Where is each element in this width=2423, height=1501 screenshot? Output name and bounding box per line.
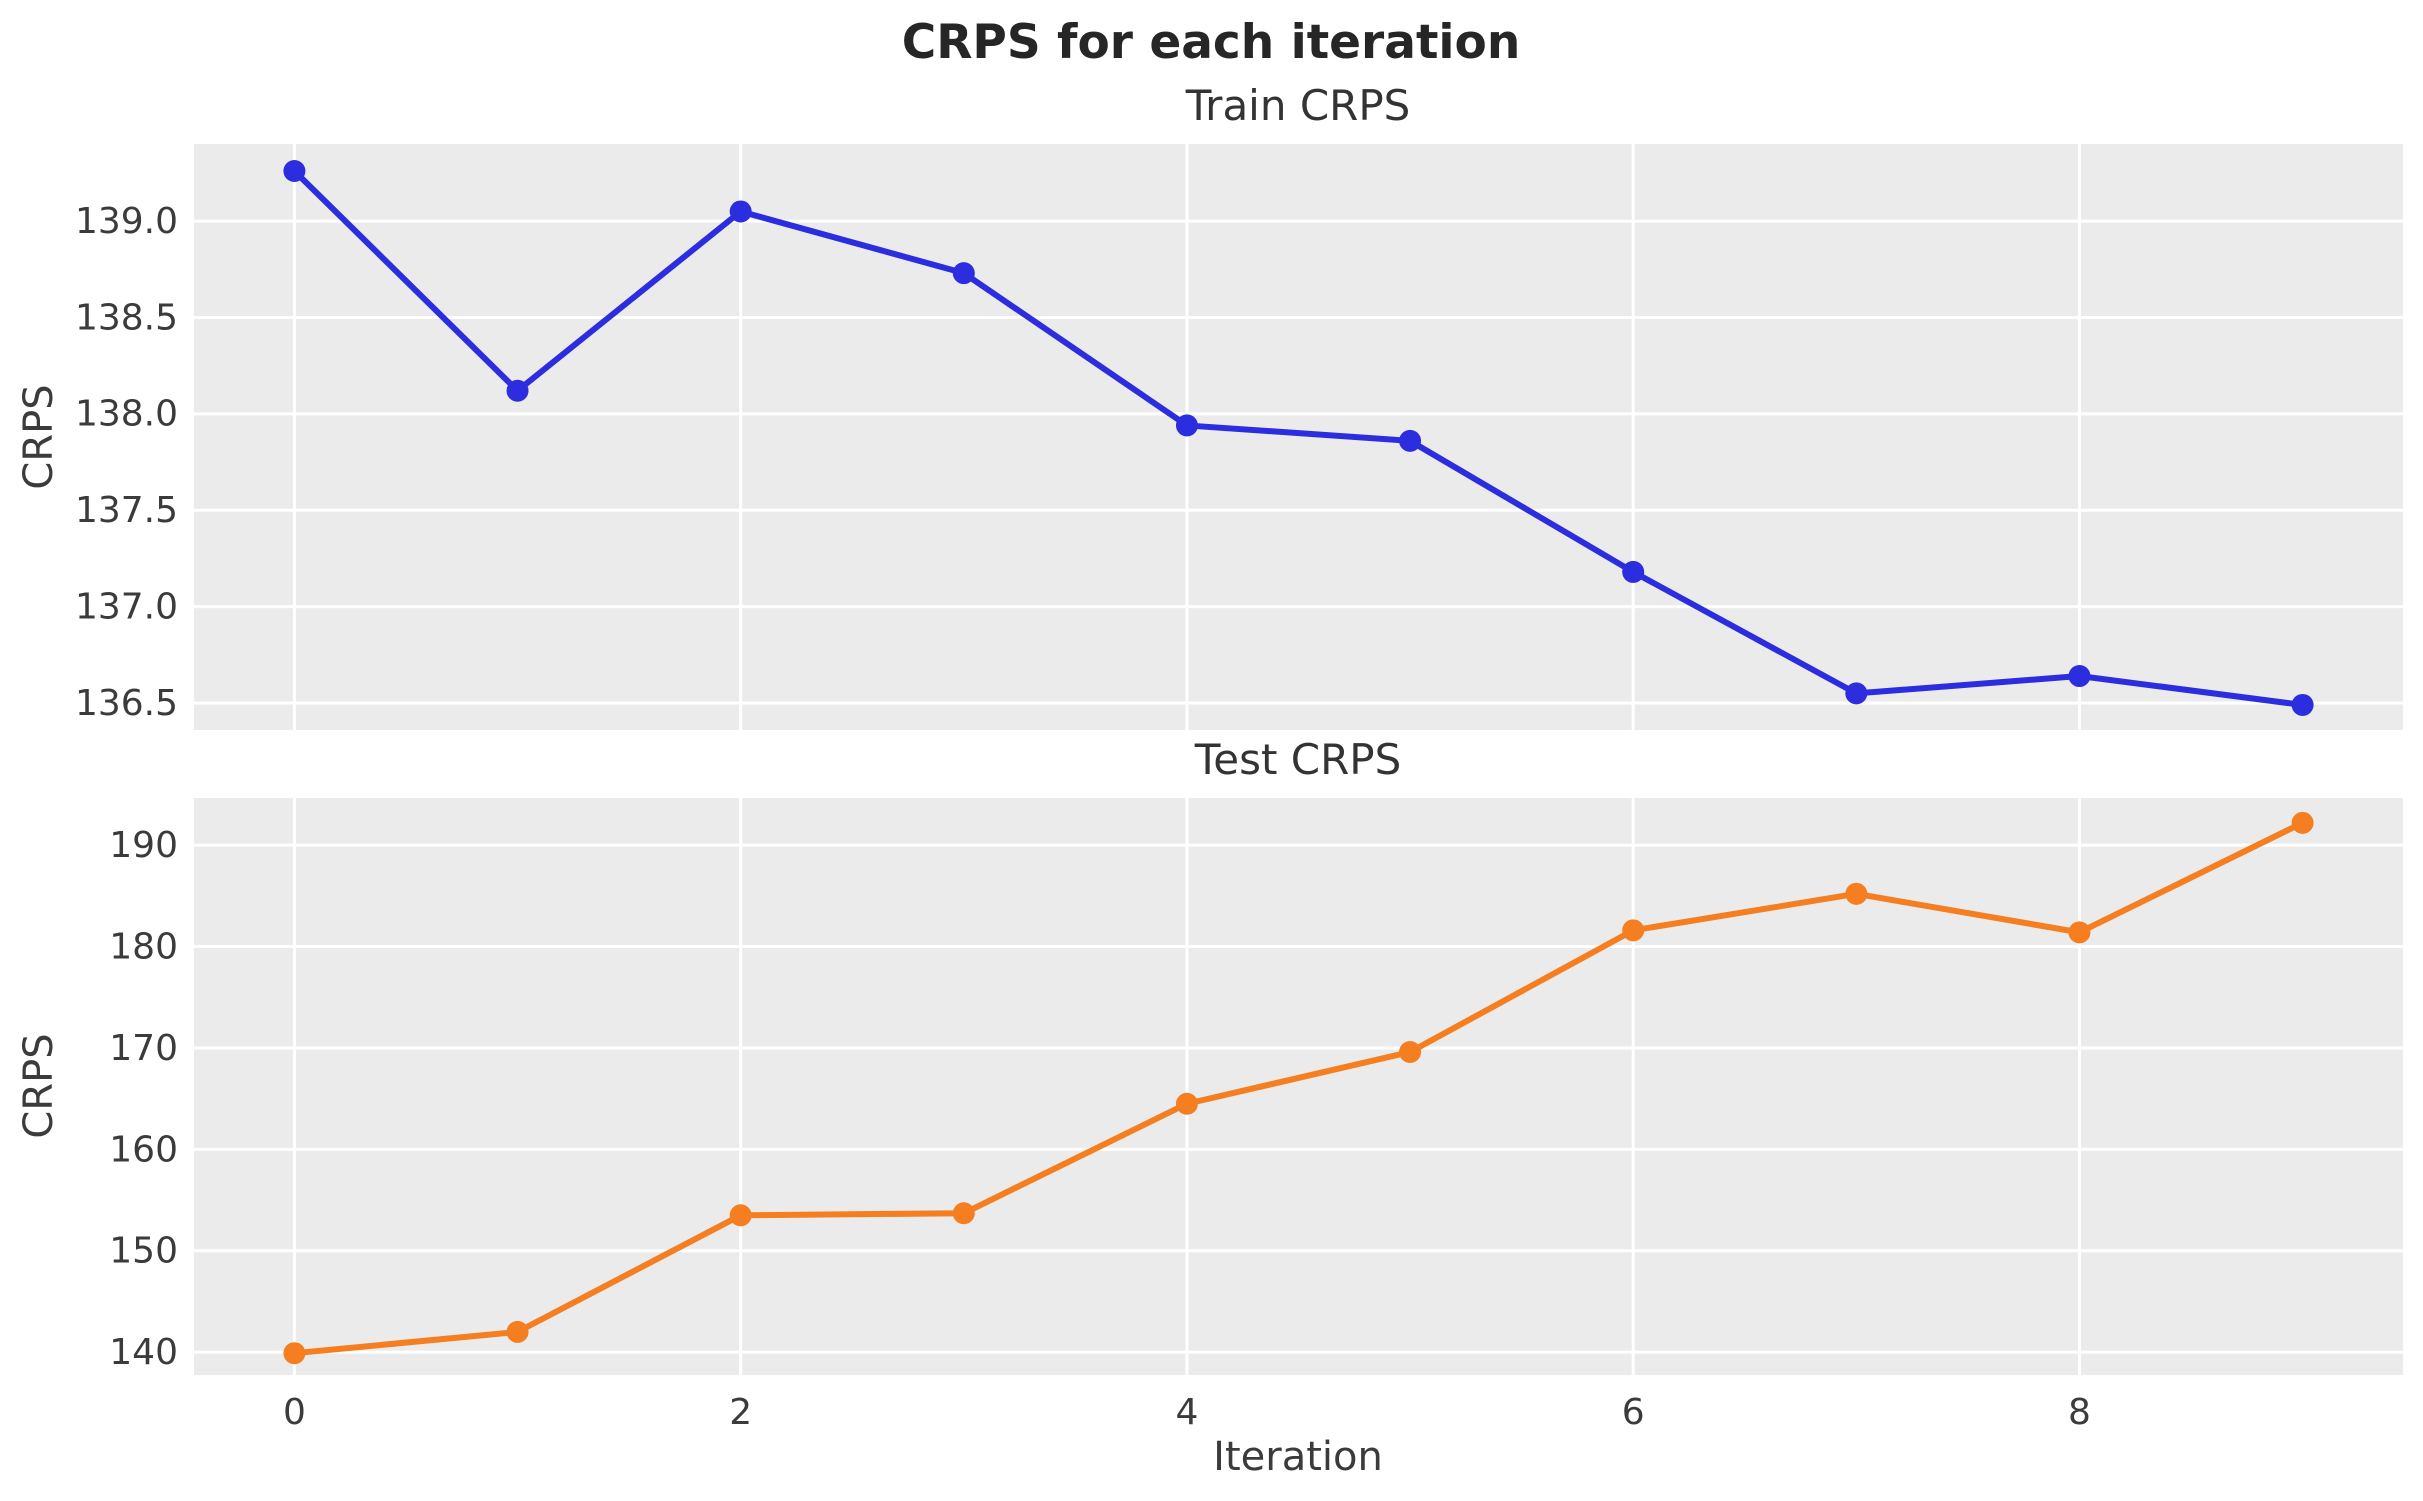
test-crps-marker [2068,921,2091,944]
y-tick-label: 160 [109,1129,178,1170]
train-subplot-title: Train CRPS [1185,81,1411,130]
y-tick-label: 180 [109,926,178,967]
test-crps-marker [1399,1041,1422,1064]
test-crps-marker [729,1204,752,1227]
y-tick-label: 137.0 [75,587,178,628]
plot-area-background [194,144,2403,730]
train-crps-marker [283,159,306,182]
train-crps-marker [2068,665,2091,688]
test-crps-marker [506,1320,529,1343]
x-tick-label: 4 [1175,1392,1198,1433]
x-tick-label: 2 [729,1392,752,1433]
x-tick-label: 0 [283,1392,306,1433]
y-tick-label: 150 [109,1231,178,1272]
train-crps-marker [1399,429,1422,452]
y-tick-label: 136.5 [75,683,178,724]
test-crps-line [291,819,2306,1357]
train-crps-marker [2291,693,2314,716]
train-crps-marker [1845,682,1868,705]
train-crps-marker [1622,560,1645,583]
y-tick-label: 138.0 [75,394,178,435]
train-crps-marker [506,379,529,402]
test-subplot-title: Test CRPS [1194,735,1402,784]
test-crps-marker [1175,1092,1198,1115]
figure-title: CRPS for each iteration [902,15,1521,70]
train-y-axis-label: CRPS [16,384,62,489]
test-subplot: 140 150 160 170 180 190 0 2 4 6 8 [109,798,2403,1433]
x-axis-label: Iteration [1213,1434,1383,1480]
train-crps-marker [952,262,975,285]
test-crps-marker [283,1342,306,1365]
plot-area-background [194,798,2403,1375]
test-crps-marker [1845,882,1868,905]
train-crps-marker [729,200,752,223]
train-subplot: 136.5 137.0 137.5 138.0 138.5 139.0 [75,144,2403,730]
x-tick-label: 6 [1622,1392,1645,1433]
y-tick-label: 139.0 [75,201,178,242]
test-y-axis-label: CRPS [16,1033,62,1138]
y-tick-label: 140 [109,1332,178,1373]
y-tick-label: 138.5 [75,297,178,338]
x-tick-label: 8 [2068,1392,2091,1433]
y-tick-label: 170 [109,1028,178,1069]
test-crps-marker [1622,919,1645,942]
train-crps-line [291,167,2306,708]
y-tick-label: 190 [109,825,178,866]
test-crps-marker [2291,811,2314,834]
train-crps-marker [1175,414,1198,437]
test-crps-marker [952,1202,975,1225]
y-tick-label: 137.5 [75,490,178,531]
